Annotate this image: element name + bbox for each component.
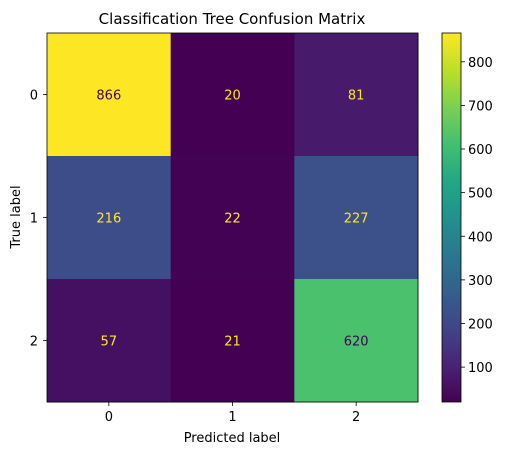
colorbar-tick-label: 100 [468,361,493,376]
colorbar-tick-label: 700 [468,99,493,114]
heatmap-cell [294,156,419,280]
colorbar-tick-label: 200 [468,317,493,332]
heatmap-cell [47,33,172,157]
heatmap-cell [170,33,295,157]
cell-value-label: 216 [96,212,121,227]
heatmap-cell [170,156,295,280]
heatmap-cell [47,279,172,403]
cell-value-label: 22 [224,212,241,227]
colorbar-ticks: 100 200 300 400 500 600 700 800 [461,56,493,376]
heatmap-cell-labels: 866 20 81 216 22 227 57 21 620 [96,89,368,350]
y-tick-label: 0 [30,89,38,104]
x-axis-ticks: 0 1 2 [105,402,360,425]
x-tick-label: 2 [352,410,360,425]
heatmap-cell [170,279,295,403]
heatmap-cell [294,279,419,403]
y-axis-ticks: 0 1 2 [30,89,47,350]
colorbar-tick-label: 500 [468,187,493,202]
heatmap-cell [47,156,172,280]
heatmap-cells [47,33,419,403]
colorbar-tick-label: 800 [468,56,493,71]
cell-value-label: 81 [348,89,365,104]
cell-value-label: 227 [344,212,369,227]
y-axis-label: True label [9,185,24,249]
cell-value-label: 620 [344,335,369,350]
cell-value-label: 866 [96,89,121,104]
cell-value-label: 21 [224,335,241,350]
heatmap-cell [294,33,419,157]
colorbar-tick-label: 400 [468,230,493,245]
colorbar-tick-label: 600 [468,143,493,158]
chart-title: Classification Tree Confusion Matrix [99,10,366,28]
x-axis-label: Predicted label [184,431,281,446]
cell-value-label: 20 [224,89,241,104]
cell-value-label: 57 [101,335,118,350]
y-tick-label: 2 [30,335,38,350]
colorbar-tick-label: 300 [468,274,493,289]
x-tick-label: 1 [228,410,236,425]
y-tick-label: 1 [30,212,38,227]
x-tick-label: 0 [105,410,113,425]
colorbar [441,32,462,403]
